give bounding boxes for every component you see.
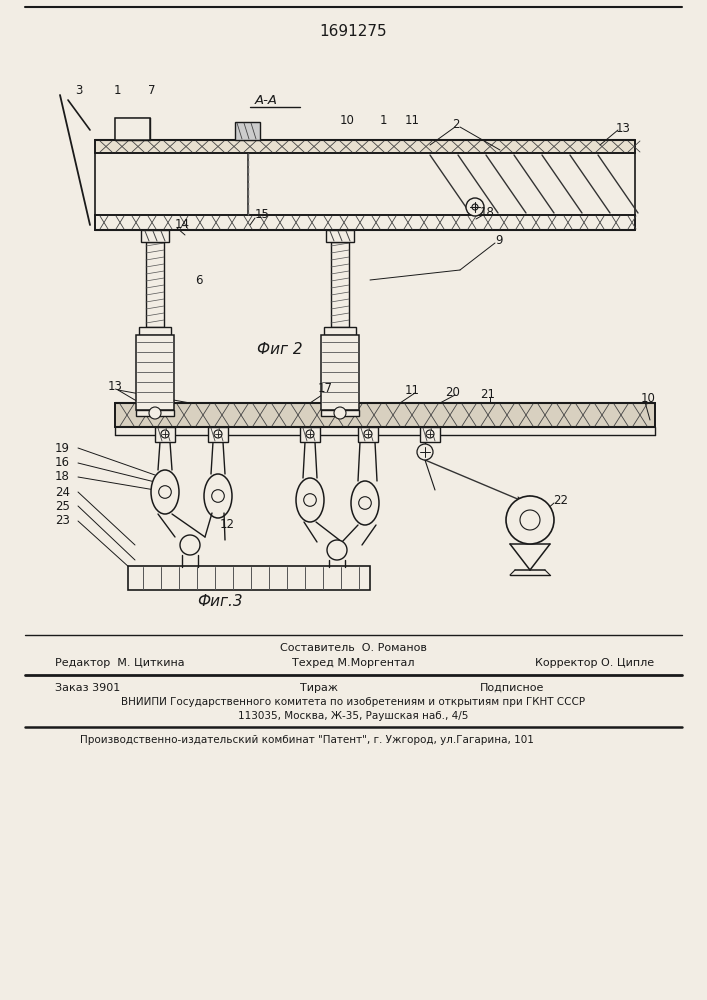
Text: 113035, Москва, Ж-35, Раушская наб., 4/5: 113035, Москва, Ж-35, Раушская наб., 4/5 bbox=[238, 711, 468, 721]
Circle shape bbox=[211, 490, 224, 502]
Ellipse shape bbox=[204, 474, 232, 518]
Text: 13: 13 bbox=[108, 380, 123, 393]
Text: 23: 23 bbox=[55, 514, 70, 528]
Text: 14: 14 bbox=[175, 219, 190, 232]
Text: 16: 16 bbox=[55, 456, 70, 470]
Text: Производственно-издательский комбинат "Патент", г. Ужгород, ул.Гагарина, 101: Производственно-издательский комбинат "П… bbox=[80, 735, 534, 745]
Text: 7: 7 bbox=[148, 85, 156, 98]
Text: 25: 25 bbox=[55, 499, 70, 512]
Circle shape bbox=[180, 535, 200, 555]
Text: Подписное: Подписное bbox=[480, 683, 544, 693]
Bar bbox=[235, 122, 260, 140]
Circle shape bbox=[417, 444, 433, 460]
Text: 1: 1 bbox=[380, 113, 387, 126]
Text: 11: 11 bbox=[405, 113, 420, 126]
Text: 21: 21 bbox=[480, 387, 495, 400]
Ellipse shape bbox=[296, 478, 324, 522]
Text: Техред М.Моргентал: Техред М.Моргентал bbox=[292, 658, 414, 668]
Bar bbox=[300, 427, 320, 442]
Bar bbox=[128, 566, 370, 590]
Text: 10: 10 bbox=[641, 392, 656, 406]
Bar bbox=[139, 327, 171, 335]
Text: 6: 6 bbox=[195, 273, 202, 286]
Bar bbox=[420, 427, 440, 442]
Ellipse shape bbox=[151, 470, 179, 514]
Text: 24: 24 bbox=[55, 486, 70, 498]
Text: 9: 9 bbox=[495, 233, 503, 246]
Bar bbox=[208, 427, 228, 442]
Bar bbox=[141, 230, 169, 242]
Text: Тираж: Тираж bbox=[300, 683, 338, 693]
Text: 17: 17 bbox=[318, 381, 333, 394]
Text: 10: 10 bbox=[340, 113, 355, 126]
Circle shape bbox=[149, 407, 161, 419]
Text: А-А: А-А bbox=[255, 94, 278, 106]
Text: 12: 12 bbox=[220, 518, 235, 532]
Circle shape bbox=[306, 430, 314, 438]
Bar bbox=[95, 140, 635, 153]
Text: Редактор  М. Циткина: Редактор М. Циткина bbox=[55, 658, 185, 668]
Circle shape bbox=[158, 486, 171, 498]
Text: 3: 3 bbox=[75, 85, 83, 98]
Text: 1691275: 1691275 bbox=[319, 24, 387, 39]
Bar bbox=[95, 215, 635, 230]
Circle shape bbox=[426, 430, 434, 438]
Circle shape bbox=[520, 510, 540, 530]
Circle shape bbox=[506, 496, 554, 544]
Bar bbox=[321, 410, 359, 416]
Text: 1: 1 bbox=[114, 85, 122, 98]
Text: 18: 18 bbox=[55, 471, 70, 484]
Bar bbox=[146, 242, 164, 327]
Bar bbox=[115, 403, 655, 427]
Circle shape bbox=[466, 198, 484, 216]
Text: Составитель  О. Романов: Составитель О. Романов bbox=[279, 643, 426, 653]
Bar bbox=[136, 335, 174, 410]
Text: 22: 22 bbox=[553, 493, 568, 506]
Text: 2: 2 bbox=[452, 117, 460, 130]
Circle shape bbox=[214, 430, 222, 438]
Text: 20: 20 bbox=[445, 386, 460, 399]
Ellipse shape bbox=[351, 481, 379, 525]
Bar bbox=[331, 242, 349, 327]
Bar bbox=[321, 335, 359, 410]
Bar bbox=[358, 427, 378, 442]
Bar bbox=[136, 410, 174, 416]
Text: Заказ 3901: Заказ 3901 bbox=[55, 683, 120, 693]
Circle shape bbox=[304, 494, 316, 506]
Text: Фиг 2: Фиг 2 bbox=[257, 342, 303, 358]
Text: ВНИИПИ Государственного комитета по изобретениям и открытиям при ГКНТ СССР: ВНИИПИ Государственного комитета по изоб… bbox=[121, 697, 585, 707]
Text: 18: 18 bbox=[480, 206, 495, 219]
Text: Фиг.3: Фиг.3 bbox=[197, 594, 243, 609]
Circle shape bbox=[472, 204, 478, 210]
Bar bbox=[324, 327, 356, 335]
Bar bbox=[115, 118, 150, 140]
Text: 13: 13 bbox=[616, 121, 631, 134]
Bar bbox=[326, 230, 354, 242]
Circle shape bbox=[364, 430, 372, 438]
Circle shape bbox=[327, 540, 347, 560]
Text: Корректор О. Ципле: Корректор О. Ципле bbox=[535, 658, 654, 668]
Text: 11: 11 bbox=[405, 384, 420, 397]
Circle shape bbox=[161, 430, 169, 438]
Text: 15: 15 bbox=[255, 209, 270, 222]
Circle shape bbox=[334, 407, 346, 419]
Circle shape bbox=[358, 497, 371, 509]
Bar bbox=[155, 427, 175, 442]
Text: 19: 19 bbox=[55, 442, 70, 454]
